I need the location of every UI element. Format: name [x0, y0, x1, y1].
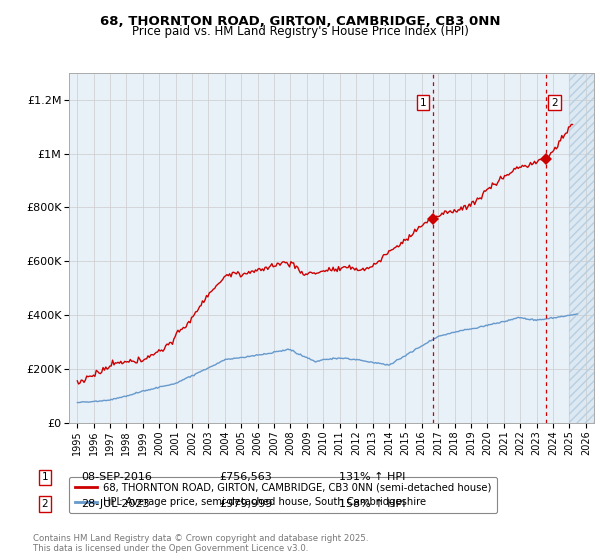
Text: 158% ↑ HPI: 158% ↑ HPI	[339, 499, 406, 509]
Legend: 68, THORNTON ROAD, GIRTON, CAMBRIDGE, CB3 0NN (semi-detached house), HPI: Averag: 68, THORNTON ROAD, GIRTON, CAMBRIDGE, CB…	[69, 477, 497, 514]
Text: 131% ↑ HPI: 131% ↑ HPI	[339, 472, 406, 482]
Text: £756,563: £756,563	[219, 472, 272, 482]
Text: 2: 2	[551, 97, 557, 108]
Text: 1: 1	[419, 97, 426, 108]
Text: £979,999: £979,999	[219, 499, 272, 509]
Text: 28-JUL-2023: 28-JUL-2023	[81, 499, 149, 509]
Text: 2: 2	[41, 499, 49, 509]
Text: 1: 1	[41, 472, 49, 482]
Text: 08-SEP-2016: 08-SEP-2016	[81, 472, 152, 482]
Text: 68, THORNTON ROAD, GIRTON, CAMBRIDGE, CB3 0NN: 68, THORNTON ROAD, GIRTON, CAMBRIDGE, CB…	[100, 15, 500, 28]
Bar	[569, 73, 600, 423]
Bar	[569, 73, 600, 423]
Text: Price paid vs. HM Land Registry's House Price Index (HPI): Price paid vs. HM Land Registry's House …	[131, 25, 469, 38]
Text: Contains HM Land Registry data © Crown copyright and database right 2025.
This d: Contains HM Land Registry data © Crown c…	[33, 534, 368, 553]
